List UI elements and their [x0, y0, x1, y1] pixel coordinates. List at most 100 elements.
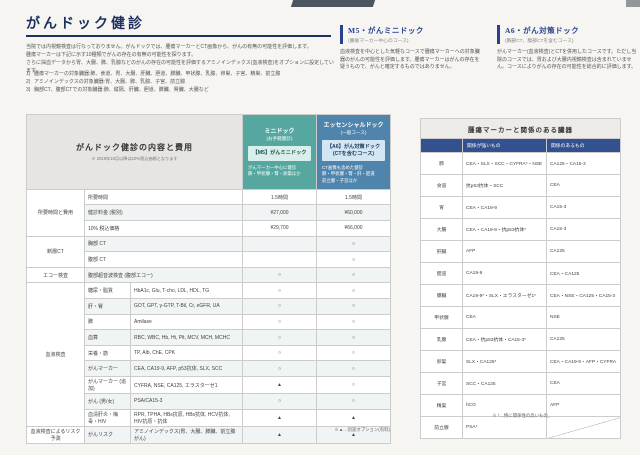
row-group-label: 血液検査によるリスク予測	[26, 425, 85, 444]
organ-name: 肺	[420, 152, 463, 175]
intro-paragraph: 当院では内視鏡検査は行なっておりません。がんドックでは、腫瘍マーカーとCT画像か…	[26, 43, 334, 75]
value-ess: ○	[316, 376, 391, 395]
course-badge-a6: 【A6】がん対策ドック (CTを含むコース)	[322, 140, 385, 161]
column-description: CT画像も含めた健診 肺・甲状腺・腎・肝・胆道 前立腺・子宮ほか	[322, 165, 375, 183]
row-label: 健診料金 (税別)	[84, 204, 243, 222]
value-ess: ○	[316, 329, 391, 346]
organ-name: 胆道	[420, 262, 463, 285]
row-label: 血算	[84, 329, 131, 346]
value-ess: ¥60,000	[316, 204, 391, 222]
marker-table-row: 肝臓 AFP CA125	[420, 240, 621, 263]
row-detail: RBC, WBC, Hb, Ht, Plt, MCV, MCH, MCHC	[130, 329, 243, 346]
markers-strong: CEA・抗p53抗体・CA15-3*	[462, 328, 547, 351]
course-card-header: A6・がん対策ドック (胸部CT、腹部CTを含むコース)	[497, 25, 639, 44]
cost-table-title-cell: がんドック健診の内容と費用 ※ 2019年10月以降は10%税込価格となります	[26, 114, 243, 190]
organ-name: 甲状腺	[420, 306, 463, 329]
row-detail: Amilase	[130, 313, 243, 331]
column-name: ミニドック	[264, 129, 295, 136]
value-mini: ¥27,000	[242, 204, 317, 222]
row-detail: アミノインデックス(胃、大腸、膵臓、前立腺がん)	[130, 425, 243, 444]
row-label: がんマーカー (追加)	[84, 376, 131, 395]
cost-table-row: 断層CT 胸部 CT ○	[26, 235, 391, 268]
marker-table-row: 肺 CEA・SLX・SCC・CYFRA*・NSE CA125・CA15-3	[420, 152, 621, 175]
paper-edge-shadow	[290, 0, 376, 7]
cost-table-row: 肝・腎 GOT, GPT, γ-GTP, T-Bil, Cr, eGFR, UA ○…	[27, 298, 391, 315]
row-detail: TP, Alb, ChE, CPK	[130, 344, 243, 362]
row-label: がんマーカー	[84, 360, 131, 378]
value-mini	[242, 235, 317, 253]
course-card-a6: A6・がん対策ドック (胸部CT、腹部CTを含むコース) がんマーカー(血液検査…	[497, 25, 639, 72]
organ-name: 膵臓	[420, 284, 463, 307]
marker-organ-column-header	[420, 138, 463, 153]
markers-related	[546, 416, 621, 439]
cost-table-row: 10% 税込価格 ¥29,700 ¥66,000	[27, 220, 391, 237]
value-ess: ○	[316, 393, 391, 410]
markers-related: CEA	[546, 372, 621, 395]
row-label: 腹部 CT	[84, 251, 243, 268]
column-description: がんマーカー中心に健診 肺・甲状腺・腎・卵巣ほか	[248, 164, 301, 177]
note-text: 腫瘍マーカーの対象臓器:肺、食道、胃、大腸、肝臓、胆道、膵臓、甲状腺、乳腺、卵巣…	[34, 71, 281, 77]
markers-strong: AFP	[462, 240, 547, 263]
markers-related: CA125	[546, 240, 621, 263]
cost-table-title-note: ※ 2019年10月以降は10%税込価格となります	[91, 155, 178, 161]
cost-table-row: 所要時間と費用 所要時間 1.5時間 1.5時間	[26, 188, 391, 237]
intro-line: 当院では内視鏡検査は行なっておりません。がんドックでは、腫瘍マーカーとCT画像か…	[26, 44, 312, 50]
row-label: 糖尿・脂質	[84, 282, 131, 300]
markers-related: NSE	[546, 306, 621, 329]
column-header-mini-dock: ミニドック (お手軽健診) 【M5】がんミニドック がんマーカー中心に健診 肺・…	[242, 114, 317, 190]
organ-name: 乳腺	[420, 328, 463, 351]
value-ess: 1.5時間	[316, 188, 391, 206]
organ-name: 子宮	[420, 372, 463, 395]
column-name: エッセンシャルドック	[323, 123, 384, 129]
row-label: 膵	[84, 313, 131, 331]
marker-table-row: 胃 CEA・CA19-9 CA15-3	[420, 196, 621, 219]
cost-table-row: がんマーカー CEA, CA19-9, AFP, p53抗体, SLX, SCC ○…	[27, 360, 391, 378]
value-mini: ○	[242, 266, 317, 284]
marker-table-row: 膵臓 CA19-9*・SLX・エラスターゼ1* CEA・NSE・CA125・CA15…	[420, 284, 621, 307]
intro-note: 1) 腫瘍マーカーの対象臓器:肺、食道、胃、大腸、肝臓、胆道、膵臓、甲状腺、乳腺、…	[26, 70, 334, 78]
paper-edge-shadow-right	[626, 0, 640, 7]
value-mini: 1.5時間	[242, 188, 317, 206]
title-underline	[26, 35, 331, 37]
markers-strong: PSA*	[462, 416, 547, 439]
row-detail: RPR, TPHA, HBs抗原, HBs抗体, HCV抗体, HIV抗原・抗体	[130, 408, 243, 427]
cost-table-row: がんマーカー (追加) CYFRA, NSE, CA125, エラスターゼ1 ▲ ○	[27, 376, 391, 395]
note-number: 3)	[26, 87, 31, 93]
note-text: 胸部CT、腹部CTでの対象臓器:肺、縦隔、肝臓、胆道、膵臓、腎臓、大腸など	[34, 87, 209, 93]
marker-table-body: 肺 CEA・SLX・SCC・CYFRA*・NSE CA125・CA15-3 食道 抗p5…	[420, 152, 621, 439]
marker-table-row: 乳腺 CEA・抗p53抗体・CA15-3* CA125	[420, 328, 621, 351]
row-group-label: 断層CT	[26, 235, 85, 268]
value-ess: ¥66,000	[316, 220, 391, 237]
cost-table-footnote: ※▲…別途オプション(有料)	[334, 427, 390, 432]
marker-table-row: 精巣 hCG AFP	[420, 394, 621, 417]
intro-line: 腫瘍マーカーは下記に示す10種類でがんの存在の有無の可能性を探ります。	[26, 52, 197, 58]
row-label: 所要時間	[84, 188, 243, 206]
row-label: 10% 税込価格	[84, 220, 243, 237]
cost-table-row: エコー検査 腹部超音波検査 (腹部エコー) ○ ○	[26, 266, 391, 284]
course-title: M5・がんミニドック	[348, 26, 424, 35]
markers-related: CEA・NSE・CA125・CA15-3	[546, 284, 621, 307]
value-ess: ○	[316, 266, 391, 284]
column-subname: (お手軽健診)	[266, 136, 293, 142]
row-label: 腹部超音波検査 (腹部エコー)	[84, 266, 243, 284]
value-mini: ▲	[242, 408, 317, 427]
row-detail: PSA/CA15-3	[130, 393, 243, 410]
markers-strong: CEA・SLX・SCC・CYFRA*・NSE	[462, 152, 547, 175]
row-group-label: 所要時間と費用	[26, 188, 85, 237]
course-description: 血液検査を中心とした気軽なコースで腫瘍マーカーへの対象臓器のがんの可能性を評価し…	[340, 49, 480, 70]
course-subtitle: (腫瘍マーカー中心のコース)	[348, 39, 409, 44]
intro-note: 2) アミノインデックスの対象臓器:胃、大腸、膵、乳腺、子宮、前立腺	[26, 78, 334, 86]
row-label: 血清肝炎・梅毒・HIV	[84, 408, 131, 427]
cost-table-row: 血清肝炎・梅毒・HIV RPR, TPHA, HBs抗原, HBs抗体, HCV抗…	[27, 408, 391, 427]
row-detail: CYFRA, NSE, CA125, エラスターゼ1	[130, 376, 243, 395]
value-mini	[242, 251, 317, 268]
value-ess: ○	[316, 313, 391, 331]
row-label: 肝・腎	[84, 298, 131, 315]
value-ess: ○	[316, 251, 391, 268]
cost-table-row: 血液検査 糖尿・脂質 HbA1c, Glu, T-cho, LDL, HDL, TG…	[26, 282, 391, 427]
markers-related: CA125	[546, 328, 621, 351]
intro-notes-list: 1) 腫瘍マーカーの対象臓器:肺、食道、胃、大腸、肝臓、胆道、膵臓、甲状腺、乳腺、…	[26, 70, 334, 94]
markers-strong: CEA・CA19-9	[462, 196, 547, 219]
organ-name: 食道	[420, 174, 463, 197]
intro-note: 3) 胸部CT、腹部CTでの対象臓器:肺、縦隔、肝臓、胆道、膵臓、腎臓、大腸など	[26, 86, 334, 94]
